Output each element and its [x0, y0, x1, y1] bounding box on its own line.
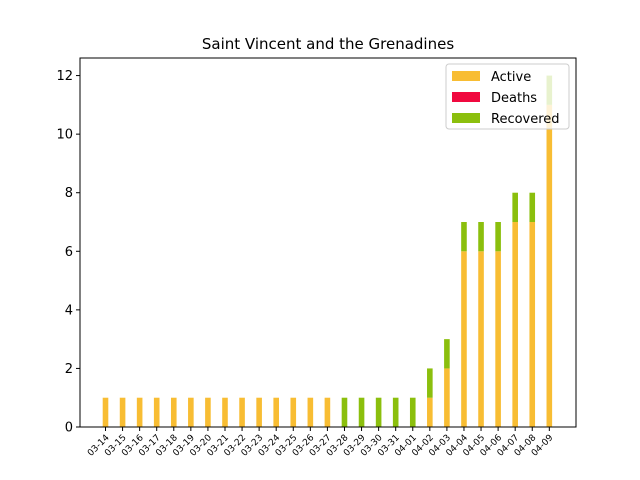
legend-label-active: Active: [491, 70, 531, 85]
legend-label-recovered: Recovered: [491, 112, 560, 127]
bar-active: [427, 397, 433, 427]
legend-swatch-deaths: [452, 92, 480, 102]
bar-recovered: [375, 397, 382, 427]
y-tick-label: 10: [56, 128, 73, 143]
bar-active: [239, 397, 245, 427]
bar-recovered: [409, 397, 416, 427]
bar-recovered: [341, 397, 348, 427]
bar-active: [153, 397, 160, 427]
bar-active: [290, 397, 297, 427]
y-tick-label: 0: [65, 421, 73, 436]
bar-recovered: [427, 368, 433, 398]
legend-swatch-recovered: [452, 113, 480, 123]
bar-active: [529, 222, 536, 427]
y-tick-label: 8: [65, 186, 73, 201]
bar-active: [136, 397, 143, 427]
bar-active: [273, 397, 279, 427]
y-tick-label: 12: [56, 69, 73, 84]
y-tick-label: 6: [65, 245, 73, 260]
bar-active: [222, 397, 228, 427]
legend-swatch-active: [452, 71, 480, 81]
y-axis: 0 2 4 6 8 10 12: [56, 69, 80, 436]
bar-active: [205, 397, 211, 427]
bars: [102, 75, 553, 428]
bar-active: [495, 251, 501, 427]
bar-active: [461, 251, 467, 427]
bar-recovered: [358, 397, 365, 427]
bar-active: [188, 397, 194, 427]
bar-recovered: [495, 222, 501, 252]
chart-title: Saint Vincent and the Grenadines: [202, 35, 454, 53]
x-axis: 03-1403-1503-1603-1703-1803-1903-2003-21…: [86, 427, 556, 459]
bar-active: [546, 104, 553, 428]
y-tick-label: 2: [65, 362, 73, 377]
bar-recovered: [444, 339, 450, 369]
y-tick-label: 4: [65, 303, 73, 318]
bar-active: [102, 397, 109, 427]
bar-active: [307, 397, 314, 427]
bar-recovered: [512, 192, 518, 222]
bar-recovered: [529, 192, 536, 222]
legend-label-deaths: Deaths: [491, 91, 537, 106]
bar-active: [324, 397, 331, 427]
bar-recovered: [478, 222, 484, 252]
bar-active: [119, 397, 126, 427]
bar-active: [478, 251, 484, 427]
bar-active: [444, 368, 450, 427]
plot-frame: [79, 57, 577, 428]
legend: Active Deaths Recovered: [445, 63, 570, 130]
bar-recovered: [461, 222, 467, 252]
bar-active: [512, 222, 518, 427]
bar-recovered: [392, 397, 399, 427]
bar-active: [256, 397, 262, 427]
bar-active: [170, 397, 177, 427]
